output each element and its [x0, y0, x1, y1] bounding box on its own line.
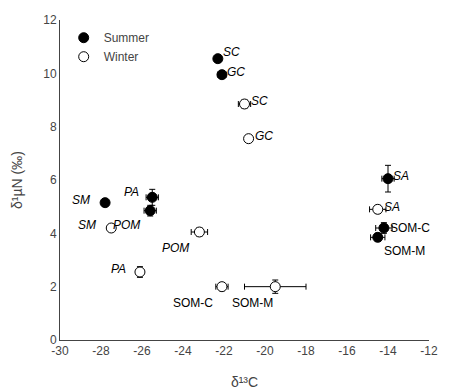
svg-text:Winter: Winter: [104, 50, 139, 64]
svg-text:POM: POM: [162, 241, 189, 255]
svg-text:POM: POM: [113, 218, 140, 232]
svg-text:8: 8: [50, 120, 57, 134]
svg-text:SC: SC: [251, 94, 268, 108]
svg-text:-18: -18: [297, 344, 315, 358]
svg-text:PA: PA: [111, 262, 126, 276]
svg-text:GC: GC: [255, 129, 273, 143]
svg-text:6: 6: [50, 173, 57, 187]
svg-text:-20: -20: [256, 344, 274, 358]
svg-text:GC: GC: [227, 65, 245, 79]
svg-text:SOM-C: SOM-C: [173, 296, 213, 310]
svg-text:PA: PA: [124, 185, 139, 199]
svg-text:SOM-M: SOM-M: [232, 296, 273, 310]
svg-text:-16: -16: [338, 344, 356, 358]
svg-text:SM: SM: [78, 218, 96, 232]
svg-text:-12: -12: [420, 344, 438, 358]
svg-text:4: 4: [50, 227, 57, 241]
svg-text:δ¹³C: δ¹³C: [231, 374, 258, 390]
svg-text:12: 12: [43, 13, 57, 27]
svg-text:δ¹µN (‰): δ¹µN (‰): [9, 151, 25, 209]
svg-text:-28: -28: [92, 344, 110, 358]
svg-text:SA: SA: [393, 169, 409, 183]
svg-text:SC: SC: [223, 45, 240, 59]
svg-text:-14: -14: [379, 344, 397, 358]
svg-text:-22: -22: [215, 344, 233, 358]
svg-text:0: 0: [50, 333, 57, 347]
svg-text:SOM-M: SOM-M: [384, 244, 425, 258]
svg-text:2: 2: [50, 280, 57, 294]
svg-text:-26: -26: [133, 344, 151, 358]
svg-text:SM: SM: [72, 193, 90, 207]
svg-text:SA: SA: [384, 200, 400, 214]
svg-text:-24: -24: [174, 344, 192, 358]
svg-text:SOM-C: SOM-C: [390, 221, 430, 235]
svg-text:10: 10: [43, 67, 57, 81]
svg-text:Summer: Summer: [104, 31, 149, 45]
svg-text:-30: -30: [51, 344, 69, 358]
